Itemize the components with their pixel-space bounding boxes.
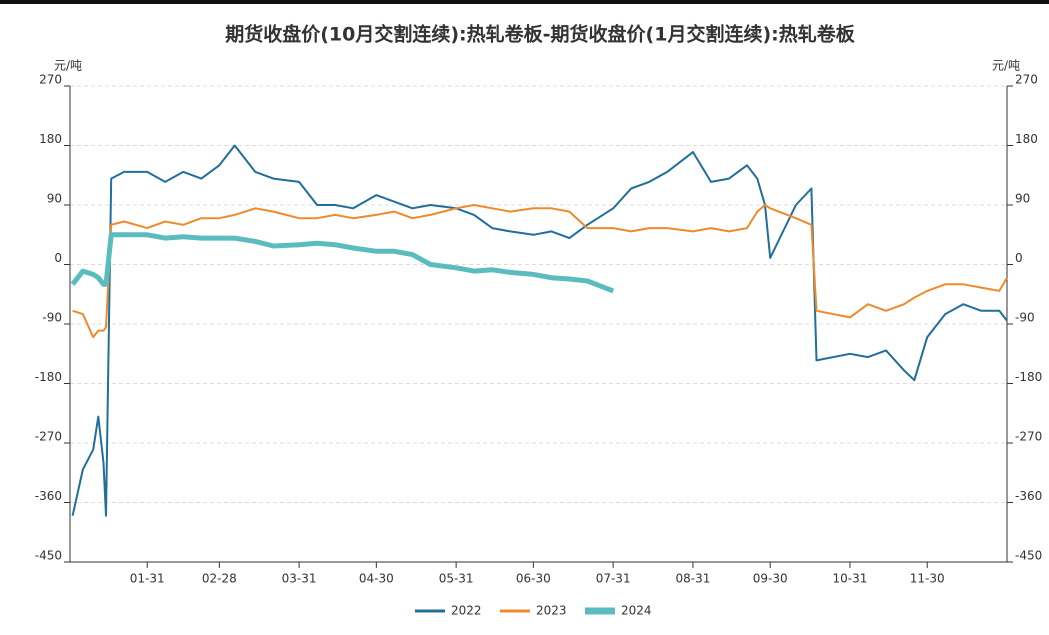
y2-tick-label: -450 <box>1015 549 1042 563</box>
y-tick-label: -270 <box>35 430 62 444</box>
y2-tick-label: -90 <box>1015 311 1035 325</box>
y-tick-label: 270 <box>39 73 62 87</box>
x-tick-label: 06-30 <box>516 572 551 586</box>
x-tick-label: 01-31 <box>130 572 165 586</box>
y-axis-label: 元/吨 <box>54 59 82 73</box>
y-tick-label: -180 <box>35 370 62 384</box>
legend-label: 2024 <box>621 604 652 618</box>
y-tick-label: 90 <box>47 192 62 206</box>
series-line <box>71 144 1008 517</box>
x-tick-label: 11-30 <box>910 572 945 586</box>
y-tick-label: -360 <box>35 489 62 503</box>
y-tick-label: 180 <box>39 132 62 146</box>
y-tick-label: -450 <box>35 549 62 563</box>
series-line <box>70 232 615 294</box>
x-tick-label: 08-31 <box>676 572 711 586</box>
legend-label: 2023 <box>536 604 567 618</box>
series-line <box>72 204 1008 339</box>
y-tick-label: -90 <box>42 311 62 325</box>
y2-tick-label: 180 <box>1015 132 1038 146</box>
y2-tick-label: -360 <box>1015 489 1042 503</box>
y2-tick-label: -180 <box>1015 370 1042 384</box>
y2-tick-label: -270 <box>1015 430 1042 444</box>
x-tick-label: 09-30 <box>753 572 788 586</box>
top-bar <box>0 0 1049 4</box>
legend-label: 2022 <box>451 604 482 618</box>
x-tick-label: 07-31 <box>596 572 631 586</box>
x-tick-label: 03-31 <box>282 572 317 586</box>
x-tick-label: 02-28 <box>202 572 237 586</box>
chart-title: 期货收盘价(10月交割连续):热轧卷板-期货收盘价(1月交割连续):热轧卷板 <box>225 23 855 46</box>
x-tick-label: 05-31 <box>439 572 474 586</box>
x-tick-label: 04-30 <box>359 572 394 586</box>
x-tick-label: 10-31 <box>833 572 868 586</box>
y2-tick-label: 270 <box>1015 73 1038 87</box>
y2-tick-label: 0 <box>1015 251 1023 265</box>
y2-axis-label: 元/吨 <box>992 59 1020 73</box>
y2-tick-label: 90 <box>1015 192 1030 206</box>
y-tick-label: 0 <box>54 251 62 265</box>
